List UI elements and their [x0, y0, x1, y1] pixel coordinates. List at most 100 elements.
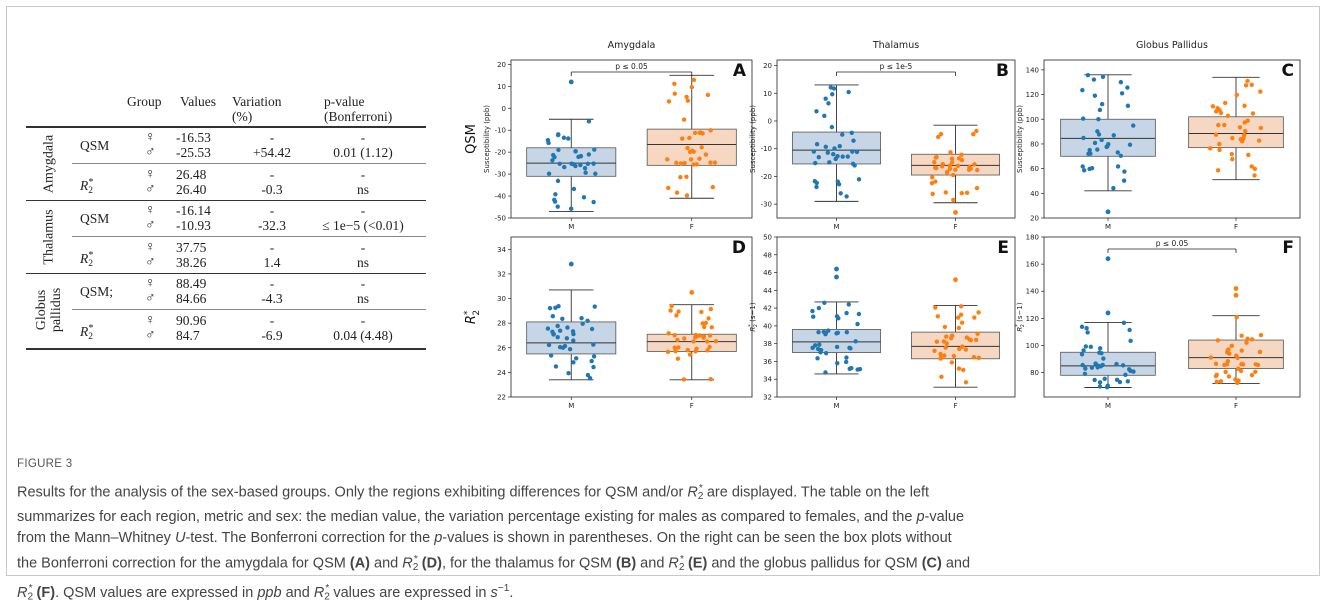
data-point: [573, 356, 579, 361]
data-point: [848, 346, 853, 351]
row-label: R*2: [463, 310, 482, 324]
data-point: [961, 367, 966, 373]
outlier-point: [834, 274, 839, 280]
data-point: [857, 366, 863, 372]
data-point: [1226, 374, 1232, 379]
data-point: [582, 165, 588, 171]
data-point: [1214, 379, 1219, 385]
box-F: [1188, 116, 1284, 149]
data-point: [1120, 363, 1126, 368]
data-point: [938, 355, 944, 360]
table-row: R2* ♀ ♂ 26.48 26.40- -0.3- ns: [72, 164, 426, 200]
data-point: [958, 312, 964, 317]
data-point: [843, 359, 849, 365]
data-point: [560, 345, 566, 350]
data-point: [1083, 344, 1089, 349]
data-point: [591, 161, 596, 166]
data-point: [844, 194, 849, 199]
data-point: [665, 349, 671, 355]
panel-letter: E: [997, 238, 1009, 258]
data-point: [960, 344, 965, 349]
pvalue-value: ns: [356, 255, 369, 270]
data-point: [934, 339, 940, 344]
data-point: [1255, 362, 1261, 368]
data-point: [933, 179, 938, 184]
data-point: [849, 130, 854, 135]
data-point: [1079, 352, 1085, 357]
data-point: [694, 162, 699, 167]
male-symbol: ♂: [145, 182, 156, 197]
data-point: [674, 190, 680, 195]
data-point: [1125, 103, 1131, 108]
female-symbol: ♀: [145, 130, 156, 145]
figure-label: FIGURE 3: [17, 458, 73, 470]
y-tick-label: 26: [497, 344, 506, 352]
female-value: 90.96: [176, 313, 207, 328]
data-point: [1249, 337, 1255, 342]
data-point: [708, 306, 714, 312]
data-point: [1092, 140, 1098, 146]
metric-label: QSM: [80, 138, 110, 153]
data-point: [699, 309, 704, 315]
y-tick-label: 50: [763, 234, 772, 242]
y-tick-label: -30: [495, 171, 506, 179]
x-tick-label: F: [690, 223, 694, 231]
data-point: [697, 333, 702, 338]
box-F: [911, 331, 1000, 360]
outlier-point: [953, 210, 958, 215]
data-point: [950, 333, 955, 338]
data-point: [1080, 362, 1085, 368]
data-point: [817, 342, 822, 347]
y-tick-label: -20: [761, 173, 772, 181]
data-point: [675, 356, 681, 361]
data-point: [571, 186, 577, 192]
data-point: [571, 338, 576, 343]
data-point: [697, 156, 702, 161]
data-point: [844, 310, 849, 316]
data-point: [1257, 349, 1263, 355]
data-point: [1256, 138, 1262, 143]
data-point: [818, 347, 824, 353]
data-point: [700, 321, 705, 326]
data-point: [1127, 142, 1133, 147]
male-symbol: ♂: [145, 218, 156, 233]
row-separator: [72, 163, 426, 164]
variation-value: +54.42: [253, 145, 291, 160]
pvalue-dash: -: [360, 240, 366, 255]
data-point: [976, 355, 981, 361]
data-point: [562, 164, 567, 170]
data-point: [1229, 343, 1235, 349]
data-point: [666, 99, 672, 104]
data-point: [545, 326, 551, 331]
data-point: [676, 345, 681, 350]
data-point: [1237, 125, 1243, 130]
data-point: [550, 158, 555, 163]
data-point: [959, 320, 965, 325]
data-point: [666, 185, 671, 191]
data-point: [1095, 147, 1100, 152]
male-symbol: ♂: [145, 328, 156, 343]
data-point: [1235, 380, 1240, 386]
y-tick-label: -50: [495, 215, 506, 223]
y-tick-label: 10: [763, 90, 772, 98]
data-point: [814, 180, 819, 186]
data-point: [956, 366, 962, 371]
data-point: [1223, 100, 1228, 106]
male-value: 84.66: [176, 291, 207, 306]
variation-dash: -: [269, 130, 275, 145]
data-point: [851, 138, 856, 143]
data-point: [943, 190, 948, 195]
x-tick-label: M: [833, 402, 839, 410]
chart-panel-C: Globus Pallidus C 140 120 100 80 60 40 20 Suscept…: [1016, 40, 1301, 231]
male-value: 38.26: [176, 255, 207, 270]
y-tick-label: 44: [763, 287, 772, 295]
data-point: [1242, 132, 1247, 138]
data-point: [1097, 350, 1102, 355]
data-point: [1245, 78, 1250, 84]
data-point: [578, 153, 584, 159]
data-point: [707, 333, 713, 338]
data-point: [1088, 344, 1094, 350]
outlier-point: [689, 289, 695, 295]
data-point: [835, 330, 841, 335]
data-point: [844, 330, 850, 335]
